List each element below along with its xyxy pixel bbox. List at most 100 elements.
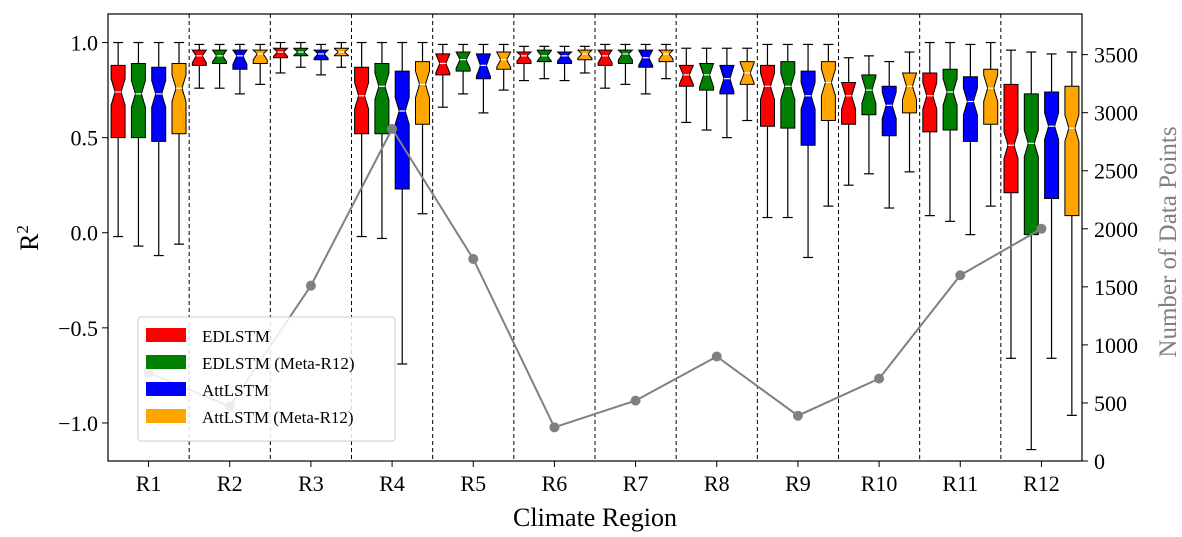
box-R9-series-2 — [780, 43, 796, 219]
y-axis-title-base: R — [15, 233, 44, 251]
box-R6-series-1 — [515, 45, 533, 82]
box-R2-series-2 — [211, 43, 228, 89]
count-point-R3 — [305, 280, 316, 291]
box-R1-series-3 — [151, 41, 167, 257]
x-axis: R1 R2 R3 R4 R5 R6 R7 R8 R9 R10 R11 R12 — [136, 461, 1060, 496]
box-R10-series-3 — [881, 60, 897, 209]
legend-swatch — [146, 328, 186, 342]
box-R4-series-1 — [354, 41, 370, 238]
box-R2-series-4 — [251, 43, 269, 85]
ytick-right-label: 1000 — [1094, 333, 1138, 358]
box-body — [800, 70, 816, 146]
ytick-right-label: 1500 — [1094, 275, 1138, 300]
box-R12-series-4 — [1064, 51, 1080, 416]
box-R5-series-4 — [495, 43, 512, 91]
box-body — [1003, 83, 1019, 194]
box-body — [617, 49, 634, 64]
box-R5-series-1 — [435, 43, 451, 108]
ytick-label: −0.5 — [58, 316, 98, 341]
count-point-R10 — [874, 373, 885, 384]
box-R9-series-3 — [800, 43, 816, 259]
box-R2-series-3 — [231, 43, 248, 95]
ytick-label: 0.0 — [71, 221, 99, 246]
box-R8-series-4 — [739, 47, 755, 122]
box-plots — [110, 41, 1080, 451]
xtick-label: R9 — [785, 471, 811, 496]
data-points-line — [143, 123, 1047, 433]
legend-label: EDLSTM — [202, 327, 270, 346]
y-axis-title-superscript: 2 — [13, 225, 32, 234]
ytick-label: 1.0 — [71, 31, 99, 56]
box-R9-series-1 — [760, 43, 775, 219]
box-R10-series-1 — [840, 57, 857, 186]
box-R7-series-1 — [597, 43, 614, 89]
box-R6-series-4 — [576, 45, 594, 74]
ytick-label: 0.5 — [71, 126, 99, 151]
box-body — [698, 63, 715, 91]
count-point-R8 — [711, 351, 722, 362]
box-body — [515, 51, 533, 64]
box-body — [312, 49, 330, 61]
count-point-R12 — [1036, 223, 1047, 234]
box-R8-series-3 — [719, 47, 735, 139]
legend-swatch — [146, 355, 186, 369]
xtick-label: R2 — [217, 471, 243, 496]
xtick-label: R5 — [460, 471, 486, 496]
count-point-R9 — [792, 410, 803, 421]
box-R4-series-3 — [394, 41, 410, 365]
box-body — [861, 74, 877, 116]
box-R9-series-4 — [820, 43, 836, 207]
box-R11-series-2 — [942, 41, 958, 222]
ytick-right-label: 2500 — [1094, 159, 1138, 184]
box-R8-series-1 — [678, 47, 694, 124]
box-body — [760, 64, 775, 127]
legend-swatch — [146, 409, 186, 423]
box-R5-series-3 — [475, 43, 491, 114]
box-R12-series-3 — [1044, 53, 1060, 359]
box-body — [820, 61, 836, 121]
xtick-label: R6 — [542, 471, 568, 496]
count-polyline — [148, 126, 1042, 429]
box-R10-series-4 — [901, 51, 918, 173]
ytick-right-label: 3000 — [1094, 101, 1138, 126]
box-body — [1064, 85, 1080, 217]
ytick-right-label: 3500 — [1094, 43, 1138, 68]
box-R11-series-4 — [983, 41, 999, 207]
box-R7-series-2 — [617, 43, 634, 85]
box-R7-series-3 — [637, 43, 654, 95]
box-body — [637, 49, 654, 68]
x-axis-title: Climate Region — [513, 503, 677, 532]
xtick-label: R11 — [942, 471, 978, 496]
box-body — [1023, 93, 1039, 236]
box-body — [983, 68, 999, 125]
y-axis-left: 1.0 0.5 0.0 −0.5 −1.0 — [58, 31, 108, 436]
xtick-label: R12 — [1023, 471, 1060, 496]
box-R10-series-2 — [861, 55, 877, 175]
box-R6-series-3 — [556, 45, 573, 82]
box-R5-series-2 — [455, 43, 471, 95]
box-body — [881, 85, 897, 137]
box-body — [780, 61, 796, 129]
xtick-label: R8 — [704, 471, 730, 496]
ytick-right-label: 0 — [1094, 449, 1105, 474]
box-body — [211, 49, 228, 64]
box-body — [435, 53, 451, 76]
legend: EDLSTM EDLSTM (Meta-R12) AttLSTM AttLSTM (M… — [137, 316, 396, 442]
box-body — [495, 51, 512, 70]
box-body — [719, 64, 735, 95]
box-R3-series-4 — [333, 41, 349, 68]
box-R11-series-1 — [922, 41, 938, 217]
box-body — [272, 47, 289, 59]
box-R4-series-4 — [415, 41, 430, 215]
box-body — [251, 49, 269, 64]
box-body — [394, 70, 410, 190]
box-body — [942, 68, 958, 131]
ytick-right-label: 2000 — [1094, 217, 1138, 242]
legend-swatch — [146, 382, 186, 396]
box-body — [374, 63, 390, 135]
box-R3-series-1 — [272, 41, 289, 74]
box-R1-series-2 — [130, 41, 146, 247]
box-body — [922, 72, 938, 133]
box-R12-series-1 — [1003, 49, 1019, 359]
box-R2-series-1 — [191, 43, 208, 89]
